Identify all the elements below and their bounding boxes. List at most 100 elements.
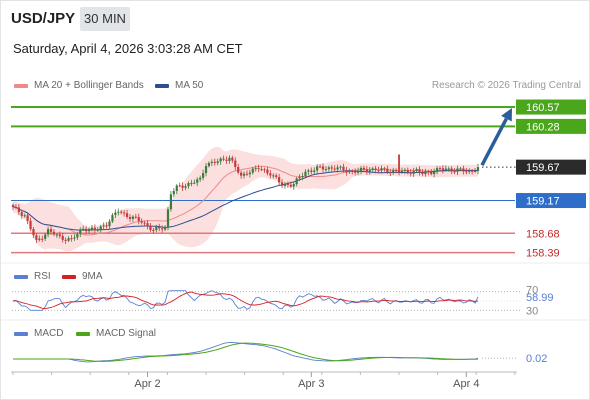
candle-body	[301, 176, 304, 178]
candle-body	[123, 212, 126, 214]
candle-body	[242, 173, 246, 176]
candle-body	[342, 166, 345, 171]
level-tag-160.57	[516, 99, 586, 115]
candle-body	[128, 216, 132, 219]
candle-body	[368, 170, 371, 172]
candle-body	[327, 167, 330, 170]
candle-body	[310, 170, 313, 172]
candle-body	[418, 168, 421, 173]
candle-body	[392, 170, 395, 173]
x-tick-label: Apr 2	[134, 378, 160, 390]
candle-body	[450, 168, 453, 172]
candle-body	[304, 171, 307, 177]
candle-body	[161, 228, 164, 230]
candle-body	[254, 168, 257, 170]
rsi-line	[12, 290, 479, 311]
candle-body	[435, 168, 439, 172]
legend-macd: MACD	[14, 328, 63, 339]
candle-body	[70, 238, 73, 240]
candle-body	[441, 168, 445, 170]
candle-body	[32, 229, 35, 236]
timestamp: Saturday, April 4, 2026 3:03:28 AM CET	[13, 41, 243, 56]
candle-body	[87, 229, 91, 232]
candle-body	[251, 168, 254, 173]
legend-rsi9: 9MA	[62, 271, 103, 282]
candle-body	[292, 184, 295, 187]
candle-body	[46, 229, 50, 235]
candle-body	[403, 169, 406, 171]
candle-body	[427, 171, 430, 173]
candle-body	[231, 157, 234, 161]
macd-last-label: 0.02	[526, 353, 547, 365]
candle-body	[248, 172, 251, 175]
candle-body	[96, 229, 99, 231]
candle-body	[199, 177, 202, 180]
level-label-160.57: 160.57	[526, 102, 560, 114]
candle-body	[114, 212, 117, 215]
rsi9-line	[12, 291, 479, 310]
candle-body	[178, 185, 181, 187]
candle-body	[269, 173, 272, 176]
candle-body	[67, 238, 70, 241]
candle-body	[324, 169, 328, 171]
candle-body	[430, 171, 433, 175]
candle-body	[316, 166, 319, 171]
candle-body	[234, 160, 237, 168]
candle-body	[93, 227, 96, 231]
candle-body	[412, 170, 415, 174]
credit-text: Research © 2026 Trading Central	[431, 80, 581, 91]
macd-signal-swatch	[76, 331, 90, 336]
candle-body	[35, 235, 38, 240]
candle-body	[266, 169, 269, 174]
legend-ma50-label: MA 50	[175, 80, 204, 91]
candle-body	[216, 161, 219, 164]
candle-body	[172, 190, 175, 195]
candle-body	[383, 168, 386, 170]
candle-body	[11, 204, 15, 207]
candle-body	[473, 171, 477, 173]
rsi-swatch	[14, 274, 28, 279]
ma20-line	[12, 165, 479, 236]
candle-body	[260, 169, 263, 171]
x-tick-label: Apr 3	[298, 378, 324, 390]
candle-body	[79, 229, 82, 234]
candle-body	[108, 221, 111, 227]
candle-body	[61, 236, 64, 240]
candle-body	[272, 175, 275, 177]
candle-body	[386, 168, 389, 173]
candle-body	[76, 233, 79, 238]
candle-body	[415, 168, 418, 171]
rsi-tick-30: 30	[526, 305, 538, 317]
level-label-158.68: 158.68	[526, 228, 560, 240]
candle-body	[389, 172, 392, 174]
macd-swatch	[14, 331, 28, 336]
candle-body	[111, 214, 114, 222]
candle-body	[190, 182, 193, 184]
candle-body	[58, 234, 61, 237]
candle-body	[476, 167, 480, 172]
candle-body	[55, 234, 58, 236]
candle-body	[459, 168, 462, 170]
candle-body	[313, 170, 316, 172]
candle-body	[263, 169, 266, 171]
candle-body	[465, 171, 468, 173]
candle-body	[333, 168, 336, 170]
legend-rsi9-label: 9MA	[82, 271, 103, 282]
forecast-arrow-head	[501, 108, 512, 122]
candle-body	[453, 171, 456, 173]
rsi9-swatch	[62, 274, 76, 279]
candle-body	[140, 220, 143, 223]
candle-body	[409, 172, 412, 174]
candle-body	[321, 166, 325, 170]
candle-body	[348, 171, 351, 173]
candle-body	[245, 173, 249, 175]
candle-body	[193, 182, 196, 184]
timeframe-badge[interactable]: 30 MIN	[80, 7, 130, 31]
candle-body	[295, 178, 298, 185]
candle-body	[201, 173, 205, 178]
legend-ma20-label: MA 20 + Bollinger Bands	[34, 80, 144, 91]
macd-line	[13, 342, 479, 363]
candle-body	[175, 185, 178, 191]
candle-body	[298, 177, 301, 179]
candle-body	[158, 226, 161, 229]
